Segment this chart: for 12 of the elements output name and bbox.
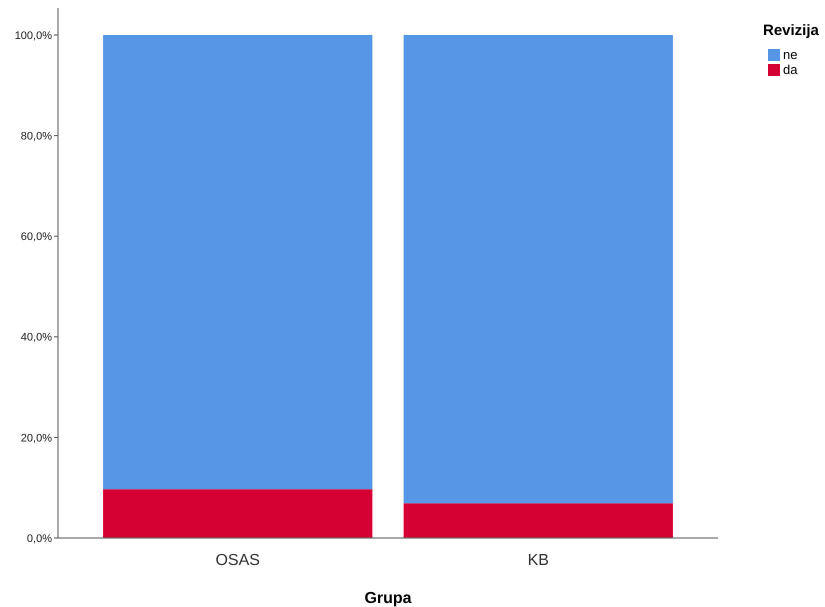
legend-label: da (783, 62, 798, 77)
x-tick-label: KB (528, 552, 549, 569)
y-tick-label: 20,0% (20, 432, 52, 444)
legend-title: Revizija (763, 22, 820, 39)
y-tick-label: 100,0% (14, 30, 52, 42)
x-axis-title: Grupa (364, 590, 412, 607)
legend-label: ne (783, 47, 798, 62)
y-tick-label: 0,0% (26, 532, 52, 545)
x-tick-label: OSAS (215, 552, 260, 569)
y-tick-label: 60,0% (20, 231, 52, 244)
y-tick-label: 80,0% (20, 130, 52, 142)
y-tick-label: 40,0% (20, 332, 52, 344)
